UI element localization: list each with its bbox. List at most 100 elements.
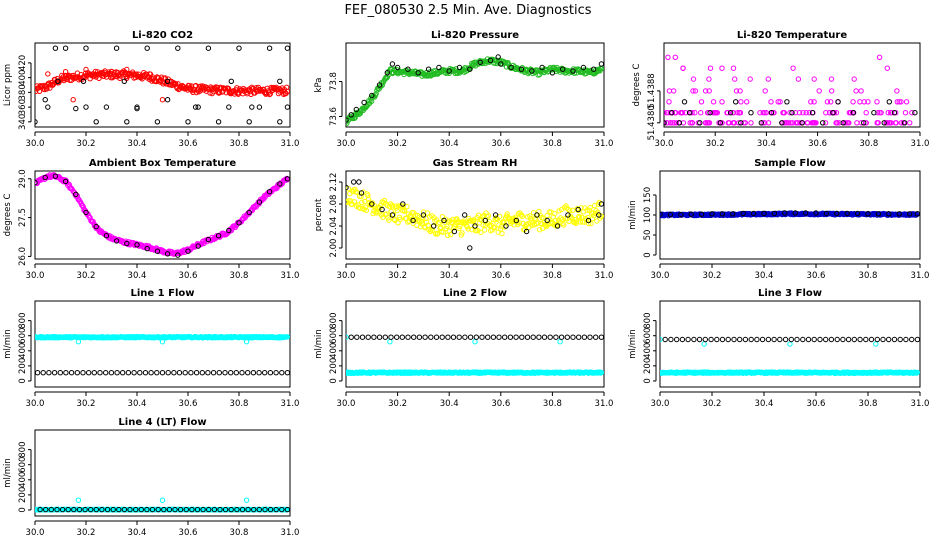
x-tick-label: 30.4 [440, 271, 459, 281]
data-point [527, 213, 533, 219]
data-point [706, 76, 712, 82]
average-point [83, 104, 89, 110]
y-tick-label: 200 [643, 358, 653, 374]
average-point [43, 506, 49, 513]
outlier-point [70, 97, 76, 103]
outlier-point [159, 97, 166, 103]
average-point [82, 506, 88, 513]
average-point [121, 78, 128, 85]
average-point [284, 370, 290, 376]
average-point [507, 334, 514, 340]
average-point [914, 336, 920, 343]
y-tick-label: 2.08 [329, 195, 339, 214]
data-point [284, 88, 290, 95]
x-tick-label: 31.0 [911, 139, 930, 149]
data-point [465, 226, 471, 232]
data-point [664, 120, 670, 126]
average-point [840, 336, 846, 343]
y-tick-label: 73.8 [329, 72, 339, 91]
average-point [164, 97, 171, 103]
data-point [811, 99, 817, 105]
average-point [144, 45, 150, 51]
data-point [808, 99, 814, 105]
data-point [704, 120, 711, 126]
average-point [256, 506, 262, 513]
data-point [598, 213, 604, 219]
average-point [737, 336, 743, 343]
average-point [399, 334, 405, 340]
y-tick-label: 400 [18, 472, 28, 488]
average-point [389, 212, 396, 218]
average-point [195, 243, 201, 249]
average-point [189, 506, 195, 513]
average-point [217, 506, 223, 513]
data-point [857, 99, 863, 105]
data-point [828, 76, 835, 82]
average-point [116, 506, 122, 513]
average-point [88, 506, 94, 513]
data-point [499, 230, 505, 237]
average-point [405, 66, 411, 72]
average-point [788, 336, 794, 343]
average-point [62, 45, 69, 51]
average-point [54, 506, 60, 513]
average-point [702, 336, 708, 343]
average-point [351, 179, 357, 185]
average-point [215, 119, 222, 125]
chart-panel-line4: Line 4 (LT) Flow 30.0 30.2 30.4 30.6 30.8 31.0… [3, 417, 299, 538]
data-point [284, 334, 290, 340]
data-point [706, 120, 713, 126]
data-point [577, 219, 583, 225]
average-point [148, 370, 154, 376]
y-tick-label: 400 [643, 343, 653, 359]
average-point [771, 210, 778, 217]
average-point [236, 220, 242, 226]
average-point [76, 506, 83, 513]
data-point [806, 110, 812, 116]
data-point [793, 120, 799, 126]
average-point [498, 61, 504, 67]
average-point [46, 370, 52, 376]
average-point [587, 334, 593, 340]
average-point [485, 334, 491, 340]
y-axis-label: percent [314, 198, 324, 231]
average-point [530, 334, 536, 340]
data-point [485, 213, 492, 219]
data-point [824, 99, 831, 105]
outlier-point [108, 69, 115, 75]
average-point [215, 233, 222, 239]
x-tick-label: 31.0 [911, 399, 930, 409]
average-point [541, 334, 548, 340]
data-point [667, 120, 674, 126]
data-point [706, 88, 712, 94]
average-point [450, 334, 457, 340]
data-point [736, 110, 743, 116]
y-axis-label: degrees C [3, 194, 13, 237]
average-point [422, 334, 428, 340]
outlier-point [346, 334, 349, 340]
average-point [868, 336, 875, 343]
data-point [66, 181, 73, 188]
chart-panel-line1: Line 1 Flow 30.0 30.2 30.4 30.6 30.8 31.0 0 2004… [3, 288, 299, 409]
average-point [598, 201, 604, 207]
x-tick-label: 30.6 [179, 271, 198, 281]
x-tick-label: 30.8 [859, 139, 878, 149]
chart-panel-pressure: Li-820 Pressure 30.0 30.2 30.4 30.6 30.8 31.0 7… [314, 30, 613, 149]
average-point [558, 334, 565, 340]
average-point [906, 211, 913, 217]
average-point [110, 506, 116, 513]
data-point [816, 88, 822, 94]
average-point [369, 201, 375, 207]
average-point [482, 217, 488, 224]
average-point [216, 370, 223, 376]
data-point [491, 225, 498, 231]
average-point [740, 210, 746, 217]
x-tick-label: 30.4 [440, 139, 459, 149]
data-point [502, 224, 508, 230]
x-tick-label: 30.6 [491, 271, 510, 281]
data-point [702, 88, 709, 94]
plot-frame [34, 300, 291, 388]
average-point [277, 181, 283, 187]
data-point [795, 76, 802, 82]
average-point [524, 334, 531, 340]
